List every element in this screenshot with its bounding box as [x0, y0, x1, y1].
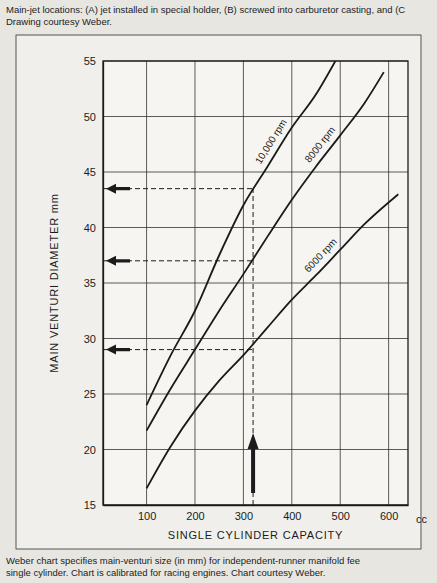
grid-line — [103, 338, 408, 339]
tick-label: 500 — [332, 510, 350, 522]
tick: 600 — [380, 505, 398, 522]
arrow — [248, 433, 259, 493]
tick: 50 — [84, 111, 103, 123]
tick-label: 30 — [84, 333, 96, 345]
tick-label: 55 — [84, 55, 96, 67]
text-line: Weber chart specifies main-venturi size … — [6, 555, 360, 566]
tick: 100 — [138, 505, 156, 522]
tick-label: 45 — [84, 166, 96, 178]
text-line: Drawing courtesy Weber. — [6, 16, 112, 27]
curve-labels: 10,000 rpm 8000 rpm 6000 rpm — [253, 117, 339, 274]
tick-label: 15 — [84, 499, 96, 511]
arrow — [106, 256, 130, 266]
grid-line — [103, 283, 408, 284]
tick: 45 — [84, 166, 103, 178]
grid-line — [103, 116, 408, 117]
tick: 300 — [235, 505, 253, 522]
text-block: single cylinder. Chart is calibrated for… — [6, 567, 325, 578]
tick: 500 — [332, 505, 350, 522]
tick: 55 — [84, 55, 103, 67]
tick-label: 600 — [380, 510, 398, 522]
tick: 35 — [84, 277, 103, 289]
grid — [103, 61, 408, 505]
tick: 25 — [84, 388, 103, 400]
example-lines — [103, 189, 253, 505]
tick-label: 200 — [186, 510, 204, 522]
tick-label: 400 — [283, 510, 301, 522]
series-line — [147, 61, 336, 405]
tick-label: 35 — [84, 277, 96, 289]
series-label: 10,000 rpm — [253, 117, 289, 166]
plot-frame — [103, 61, 408, 505]
text-line: single cylinder. Chart is calibrated for… — [6, 567, 325, 578]
tick: 400 — [283, 505, 301, 522]
grid-line — [103, 394, 408, 395]
tick-label: 25 — [84, 388, 96, 400]
arrows — [106, 184, 259, 493]
plot-area — [103, 61, 408, 505]
series-label: 6000 rpm — [302, 236, 339, 274]
tick-label: 50 — [84, 111, 96, 123]
y-axis: 15 20 25 30 35 40 45 50 55 — [84, 55, 104, 511]
tick: 20 — [84, 444, 103, 456]
x-unit-label: cc — [416, 513, 428, 525]
x-axis-title: SINGLE CYLINDER CAPACITY — [168, 529, 343, 541]
text-block: Drawing courtesy Weber. — [6, 16, 112, 27]
tick-label: 100 — [138, 510, 156, 522]
chart-box — [16, 35, 421, 549]
grid-line — [103, 172, 408, 173]
arrow — [106, 184, 130, 194]
text-block: Weber chart specifies main-venturi size … — [6, 555, 360, 566]
tick: 15 — [84, 499, 103, 511]
tick: 200 — [186, 505, 204, 522]
text-block: Main-jet locations: (A) jet installed in… — [6, 4, 405, 15]
y-axis-title: MAIN VENTURI DIAMETER mm — [48, 193, 60, 372]
x-axis: 100 200 300 400 500 600 — [104, 505, 409, 522]
arrow — [106, 345, 130, 355]
series-line — [147, 194, 399, 488]
tick-label: 20 — [84, 444, 96, 456]
tick: 30 — [84, 333, 103, 345]
tick-label: 40 — [84, 222, 96, 234]
tick: 40 — [84, 222, 103, 234]
header: Main-jet locations: (A) jet installed in… — [6, 4, 405, 27]
marks — [103, 61, 398, 505]
text-line: Main-jet locations: (A) jet installed in… — [6, 4, 405, 15]
series-label: 8000 rpm — [303, 124, 338, 164]
grid-line — [103, 449, 408, 450]
series-line — [147, 72, 384, 431]
caption: Weber chart specifies main-venturi size … — [6, 555, 360, 578]
tick-label: 300 — [235, 510, 253, 522]
chart: Main-jet locations: (A) jet installed in… — [0, 0, 437, 583]
